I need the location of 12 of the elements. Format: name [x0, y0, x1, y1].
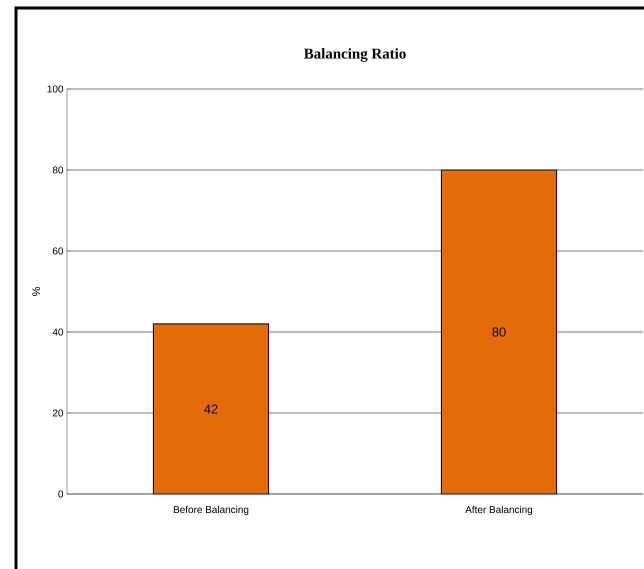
y-tick-label: 0: [58, 490, 64, 498]
y-tick-label: 80: [52, 166, 64, 174]
y-tick-label: 60: [52, 247, 64, 255]
y-tick-label: 100: [48, 85, 64, 93]
data-label: 80: [492, 327, 506, 337]
x-tick-label: After Balancing: [465, 506, 532, 516]
x-tick-label: Before Balancing: [174, 506, 248, 516]
data-label: 42: [204, 404, 218, 414]
y-axis-title: %: [32, 287, 40, 296]
chart-title: Balancing Ratio: [304, 48, 406, 62]
y-tick-label: 40: [52, 328, 64, 336]
y-tick-label: 20: [52, 409, 64, 417]
